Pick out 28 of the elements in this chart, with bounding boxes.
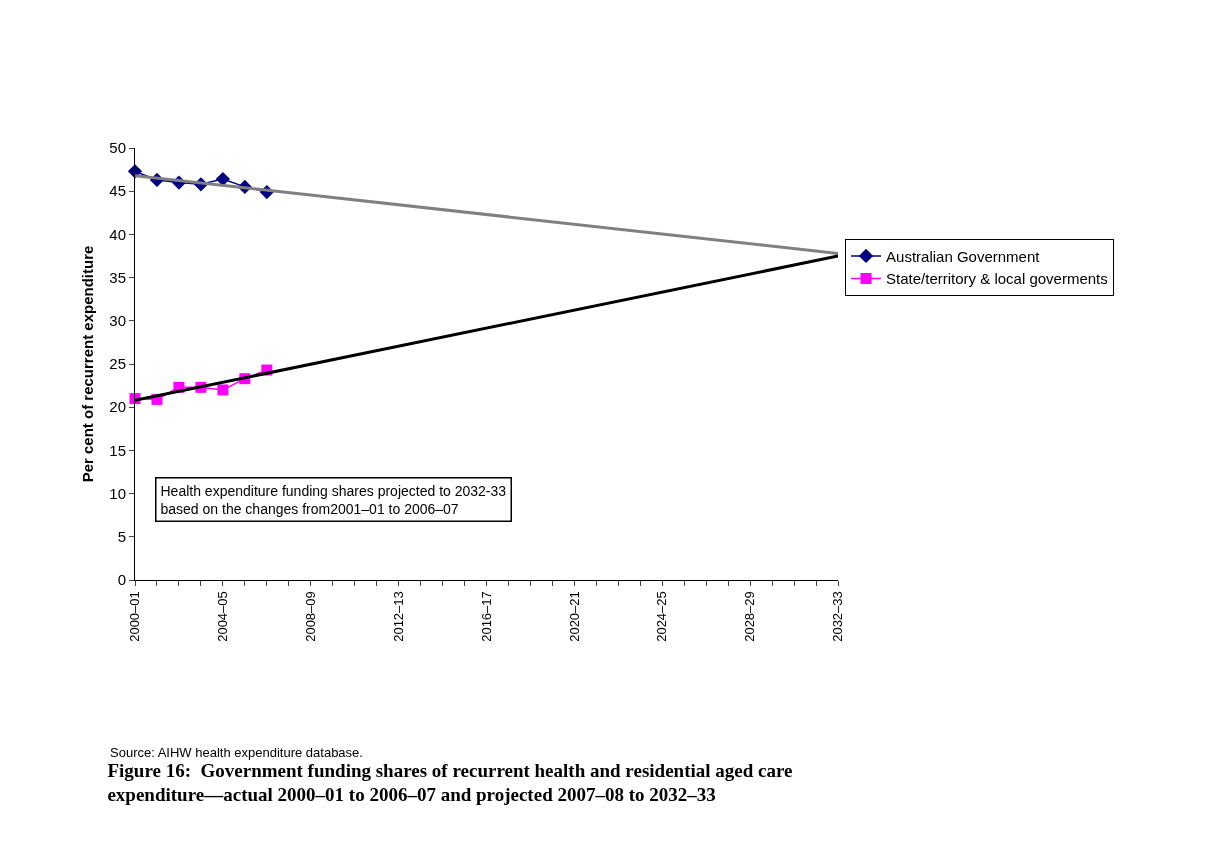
point xyxy=(217,384,229,396)
point xyxy=(215,171,231,187)
x-tick-label: 2004–05 xyxy=(215,591,231,642)
x-tick-label: 2032–33 xyxy=(830,591,846,642)
x-tick-label: 2008–09 xyxy=(302,591,318,642)
x-tick-label: 2000–01 xyxy=(127,591,143,642)
y-tick-label: 5 xyxy=(117,528,126,546)
x-tick-label: 2024–25 xyxy=(654,591,670,642)
y-tick-label: 50 xyxy=(109,139,126,157)
annotation: Health expenditure funding shares projected to 2032-33 based on the changes from2001–01 to 2006–07 xyxy=(160,482,507,517)
x-tick-label: 2012–13 xyxy=(390,591,406,642)
y-tick-label: 35 xyxy=(109,268,126,286)
legend-label: Australian Government xyxy=(886,247,1041,265)
source-note: Source: AIHW health expenditure database. xyxy=(110,745,363,760)
legend-label: State/territory & local goverments xyxy=(886,270,1108,288)
y-tick-label: 45 xyxy=(109,182,126,200)
y-tick-label: 0 xyxy=(117,571,126,589)
y-tick-label: 25 xyxy=(109,355,126,373)
y-tick-label: 20 xyxy=(109,398,126,416)
text: Figure 16: Government funding shares of recurrent health and residential aged care expenditure—actual 2000–01 to 2006–07 and projected 2007–08 to 2032–33 xyxy=(107,759,793,806)
y-tick-label: 30 xyxy=(109,312,126,330)
x-tick-label: 2028–29 xyxy=(742,591,758,642)
y-tick-label: 40 xyxy=(109,225,126,243)
x-tick-label: 2020–21 xyxy=(566,591,582,642)
x-tick-label: 2016–17 xyxy=(478,591,494,642)
y-axis-title: Per cent of recurrent expenditure xyxy=(78,245,96,483)
y-tick-label: 10 xyxy=(109,484,126,502)
y-tick-label: 15 xyxy=(109,441,126,459)
